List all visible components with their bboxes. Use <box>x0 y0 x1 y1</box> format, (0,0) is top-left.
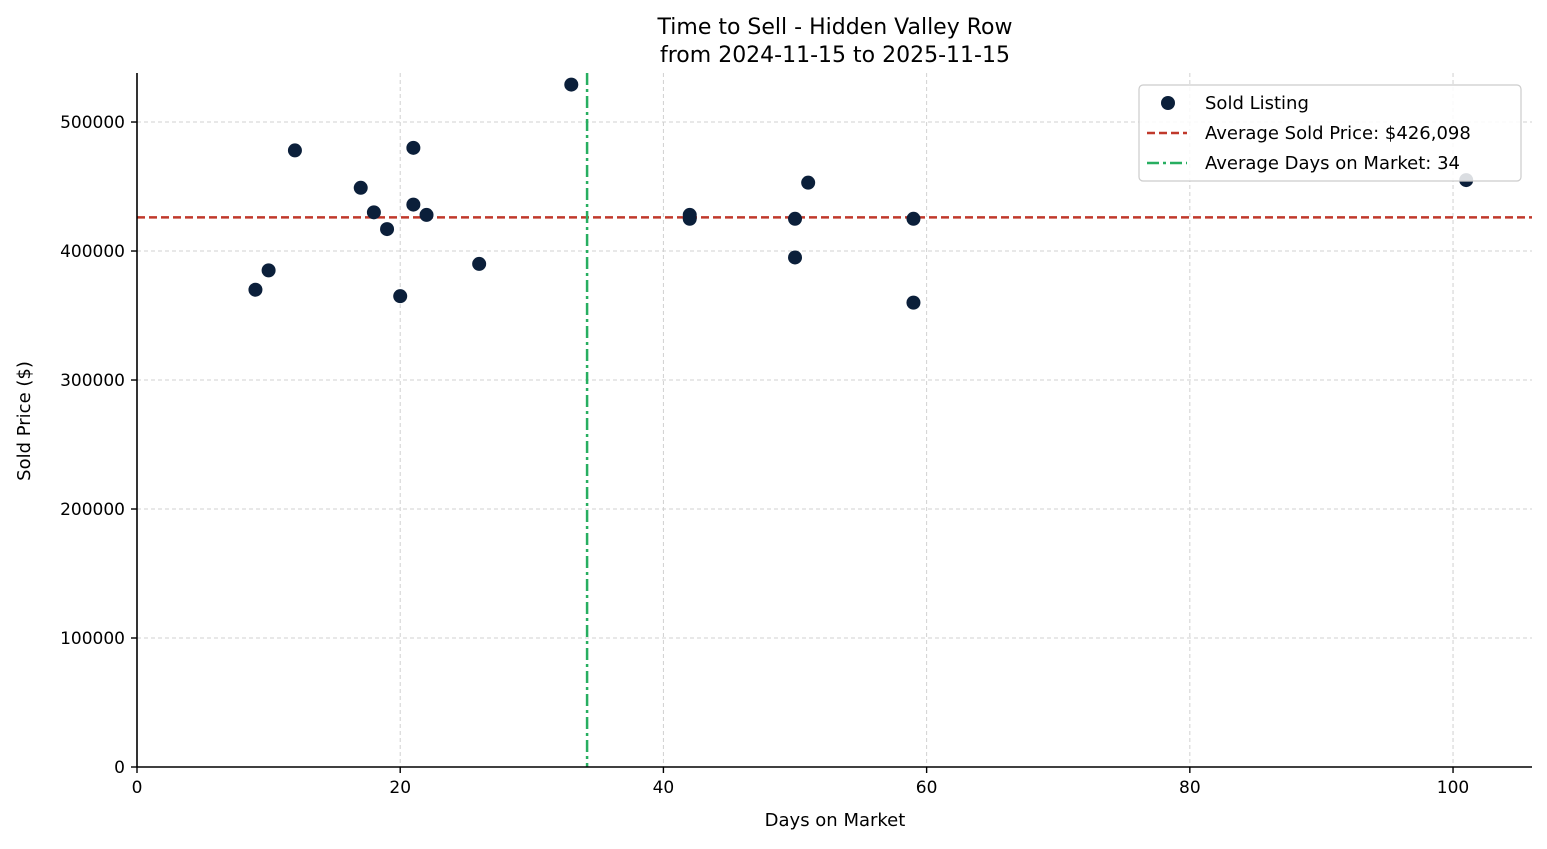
y-tick-label: 500000 <box>60 113 125 133</box>
sold-listing-point <box>393 289 408 304</box>
y-axis-label: Sold Price ($) <box>14 361 35 481</box>
sold-listing-point <box>406 140 421 155</box>
x-tick-label: 100 <box>1437 778 1469 798</box>
y-tick-label: 200000 <box>60 500 125 520</box>
y-tick-label: 100000 <box>60 629 125 649</box>
sold-listing-point <box>261 263 276 278</box>
sold-listing-point <box>906 295 921 310</box>
x-tick-label: 20 <box>389 778 411 798</box>
legend: Sold Listing Average Sold Price: $426,09… <box>1138 84 1522 182</box>
legend-box <box>1138 84 1522 182</box>
x-tick-label: 60 <box>916 778 938 798</box>
chart-title: Time to Sell - Hidden Valley Row <box>657 15 1013 40</box>
x-tick-label: 0 <box>132 778 143 798</box>
sold-listing-point <box>380 222 395 237</box>
y-tick-label: 300000 <box>60 371 125 391</box>
chart-subtitle: from 2024-11-15 to 2025-11-15 <box>660 43 1010 68</box>
y-tick-label: 400000 <box>60 242 125 262</box>
sold-listing-point <box>564 77 579 92</box>
sold-listing-point <box>406 197 421 212</box>
sold-listing-point <box>287 143 302 158</box>
x-axis-label: Days on Market <box>765 810 906 831</box>
sold-listing-point <box>906 211 921 226</box>
sold-listing-point <box>472 256 487 271</box>
sold-listing-point <box>353 180 368 195</box>
legend-label-avg-price: Average Sold Price: $426,098 <box>1205 123 1471 144</box>
sold-listing-point <box>788 211 803 226</box>
sold-listing-point <box>682 211 697 226</box>
legend-label-avg-days: Average Days on Market: 34 <box>1205 153 1460 174</box>
sold-listing-point <box>419 207 434 222</box>
data-points <box>248 77 1474 310</box>
x-tick-label: 80 <box>1179 778 1201 798</box>
sold-listing-point <box>366 205 381 220</box>
y-tick-label: 0 <box>114 758 125 778</box>
legend-marker-sold-listing <box>1161 96 1175 110</box>
sold-listing-point <box>801 175 816 190</box>
sold-listing-point <box>788 250 803 265</box>
x-tick-label: 40 <box>653 778 675 798</box>
axes: 0 20 40 60 80 100 0 100000 200000 300000 400000 500… <box>60 73 1532 798</box>
legend-label-sold-listing: Sold Listing <box>1205 93 1309 114</box>
sold-listing-point <box>248 282 263 297</box>
